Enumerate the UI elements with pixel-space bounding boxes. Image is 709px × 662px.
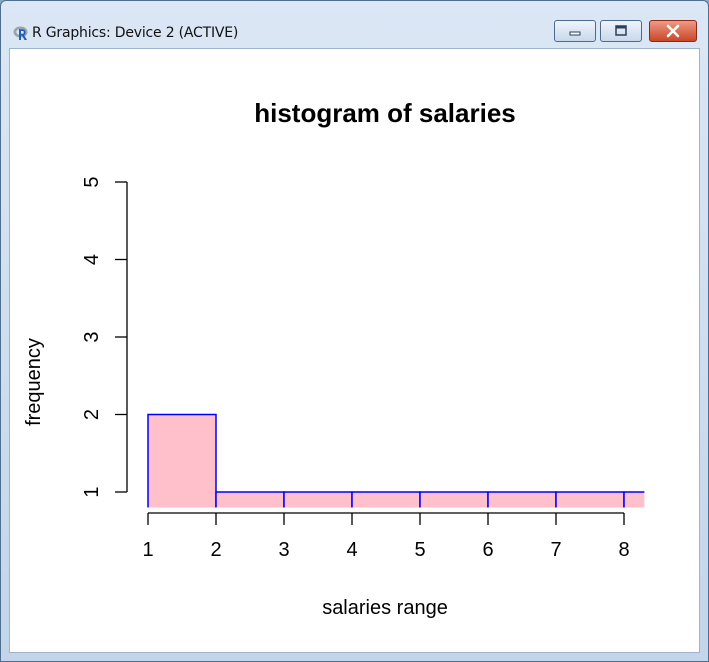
minimize-button[interactable] (554, 20, 596, 42)
y-axis: 1 2 3 4 5 (81, 176, 128, 498)
minimize-icon (569, 31, 581, 36)
x-tick-label: 8 (618, 539, 629, 561)
x-tick-label: 3 (278, 539, 289, 561)
histogram-bar-fill (556, 492, 624, 508)
histogram-bar-fill (624, 492, 645, 508)
histogram-bar-fill (216, 492, 284, 508)
y-axis-label: frequency (23, 338, 45, 426)
histogram-bar-fill (488, 492, 556, 508)
x-axis-label: salaries range (322, 597, 448, 619)
title-bar[interactable]: R Graphics: Device 2 (ACTIVE) (1, 1, 708, 47)
y-tick-label: 5 (81, 176, 103, 187)
x-tick-label: 6 (482, 539, 493, 561)
chart-title: histogram of salaries (254, 98, 516, 128)
histogram-bar-fill (284, 492, 352, 508)
x-tick-label: 2 (210, 539, 221, 561)
y-tick-label: 1 (81, 486, 103, 497)
maximize-icon (615, 25, 627, 36)
x-axis: 1 2 3 4 5 6 7 8 (142, 512, 630, 561)
close-icon (666, 24, 680, 38)
y-tick-label: 2 (81, 409, 103, 420)
histogram-bar (623, 491, 645, 508)
close-button[interactable] (649, 20, 697, 42)
x-tick-label: 7 (550, 539, 561, 561)
r-logo-icon (13, 26, 28, 40)
histogram-bar-fill (352, 492, 420, 508)
histogram-bars (147, 413, 645, 508)
window-title: R Graphics: Device 2 (ACTIVE) (32, 25, 239, 41)
histogram-chart: histogram of salaries salaries range fre… (23, 98, 645, 619)
histogram-bar-fill (148, 414, 216, 508)
x-tick-label: 4 (346, 539, 357, 561)
x-tick-label: 5 (414, 539, 425, 561)
y-tick-label: 3 (81, 331, 103, 342)
plot-area: histogram of salaries salaries range fre… (9, 48, 700, 653)
y-tick-label: 4 (81, 254, 103, 265)
histogram-bar (147, 413, 217, 508)
maximize-button[interactable] (600, 20, 642, 42)
histogram-bar-fill (420, 492, 488, 508)
x-tick-label: 1 (142, 539, 153, 561)
